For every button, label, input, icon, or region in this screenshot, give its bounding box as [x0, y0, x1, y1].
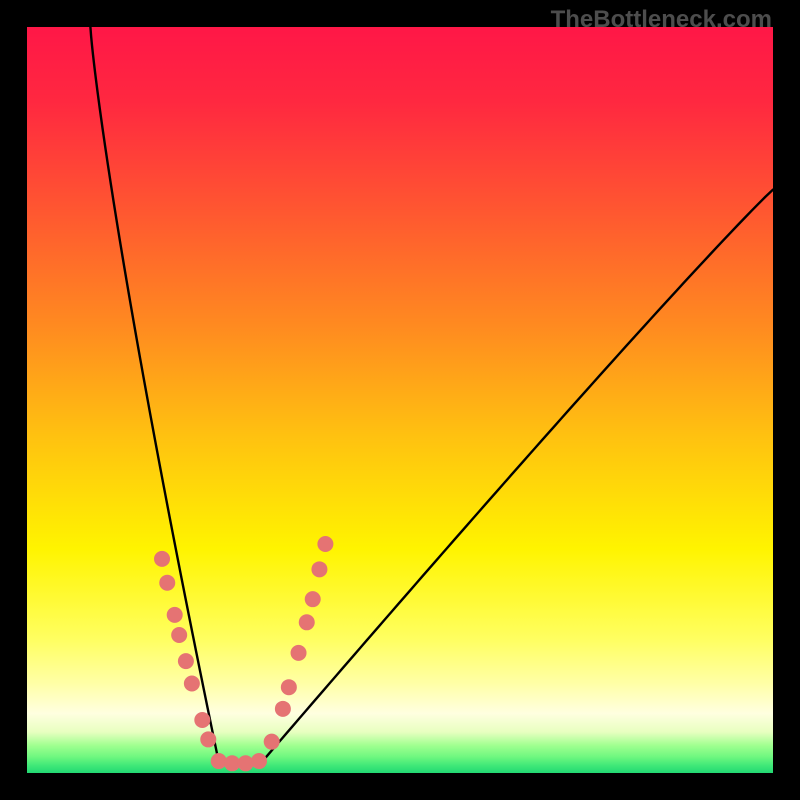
- marker-left: [171, 627, 187, 643]
- watermark-text: TheBottleneck.com: [551, 6, 772, 34]
- marker-right: [305, 591, 321, 607]
- marker-valley: [251, 753, 267, 769]
- marker-right: [299, 614, 315, 630]
- marker-right: [281, 679, 297, 695]
- plot-area: [27, 27, 773, 773]
- marker-left: [178, 653, 194, 669]
- marker-left: [184, 675, 200, 691]
- marker-right: [317, 536, 333, 552]
- marker-left: [154, 551, 170, 567]
- marker-right: [311, 561, 327, 577]
- marker-left: [194, 712, 210, 728]
- marker-left: [159, 575, 175, 591]
- marker-right: [264, 734, 280, 750]
- plot-svg: [27, 27, 773, 773]
- marker-left: [200, 731, 216, 747]
- marker-valley: [238, 755, 254, 771]
- marker-right: [291, 645, 307, 661]
- marker-left: [167, 607, 183, 623]
- gradient-background: [27, 27, 773, 773]
- marker-right: [275, 701, 291, 717]
- chart-container: TheBottleneck.com: [0, 0, 800, 800]
- marker-valley: [211, 753, 227, 769]
